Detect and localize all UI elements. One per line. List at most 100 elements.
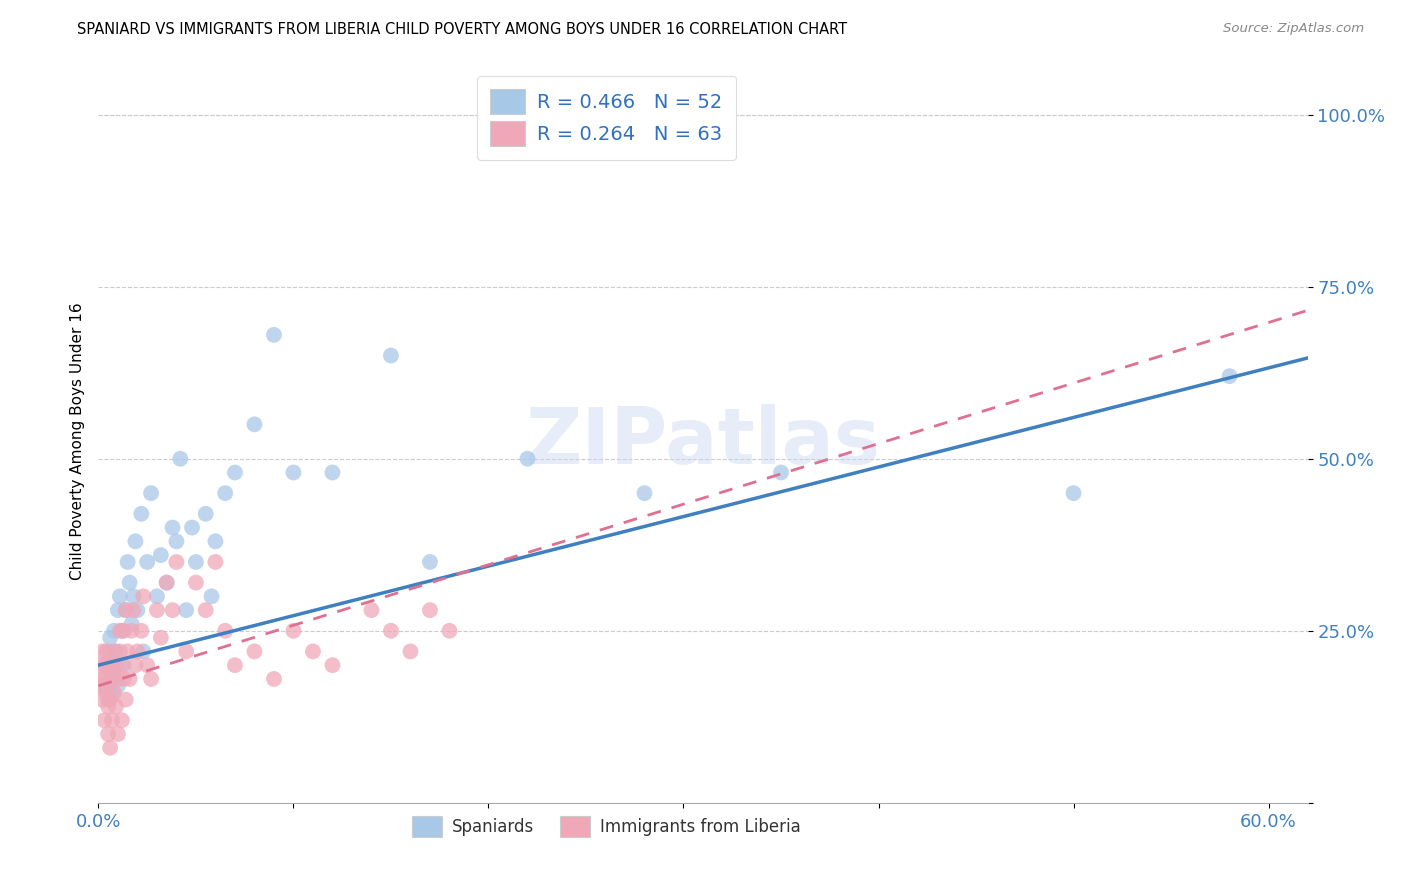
Point: [93, 713, 115, 727]
Point: [131, 624, 153, 638]
Point: [114, 603, 136, 617]
Point: [224, 466, 246, 480]
Point: [263, 672, 285, 686]
Point: [91, 672, 114, 686]
Point: [103, 624, 125, 638]
Point: [101, 686, 124, 700]
Point: [243, 644, 266, 658]
Point: [1063, 486, 1085, 500]
Point: [111, 624, 134, 638]
Point: [98, 692, 121, 706]
Point: [122, 603, 145, 617]
Point: [139, 486, 162, 500]
Point: [108, 590, 131, 604]
Point: [174, 603, 197, 617]
Point: [283, 624, 305, 638]
Point: [103, 644, 125, 658]
Point: [101, 672, 124, 686]
Point: [162, 603, 184, 617]
Point: [112, 624, 135, 638]
Point: [107, 672, 129, 686]
Point: [419, 555, 441, 569]
Point: [97, 644, 120, 658]
Point: [89, 658, 111, 673]
Point: [399, 644, 422, 658]
Point: [1219, 369, 1241, 384]
Point: [107, 727, 129, 741]
Point: [243, 417, 266, 432]
Point: [98, 740, 121, 755]
Point: [516, 451, 538, 466]
Text: ZIPatlas: ZIPatlas: [526, 403, 880, 480]
Text: SPANIARD VS IMMIGRANTS FROM LIBERIA CHILD POVERTY AMONG BOYS UNDER 16 CORRELATIO: SPANIARD VS IMMIGRANTS FROM LIBERIA CHIL…: [77, 22, 848, 37]
Point: [108, 624, 131, 638]
Point: [156, 575, 179, 590]
Point: [136, 555, 159, 569]
Point: [98, 658, 121, 673]
Point: [162, 520, 184, 534]
Point: [107, 603, 129, 617]
Point: [214, 486, 236, 500]
Point: [263, 327, 285, 342]
Point: [419, 603, 441, 617]
Point: [96, 644, 118, 658]
Point: [204, 534, 226, 549]
Point: [127, 644, 149, 658]
Point: [321, 466, 343, 480]
Point: [96, 658, 118, 673]
Point: [127, 603, 149, 617]
Point: [633, 486, 655, 500]
Point: [124, 658, 146, 673]
Point: [104, 658, 127, 673]
Point: [131, 507, 153, 521]
Point: [302, 644, 325, 658]
Point: [104, 699, 127, 714]
Point: [283, 466, 305, 480]
Point: [224, 658, 246, 673]
Point: [118, 575, 141, 590]
Y-axis label: Child Poverty Among Boys Under 16: Child Poverty Among Boys Under 16: [69, 302, 84, 581]
Point: [97, 699, 120, 714]
Point: [194, 507, 217, 521]
Point: [139, 672, 162, 686]
Point: [181, 520, 204, 534]
Point: [769, 466, 792, 480]
Point: [321, 658, 343, 673]
Legend: Spaniards, Immigrants from Liberia: Spaniards, Immigrants from Liberia: [401, 804, 811, 848]
Point: [165, 534, 187, 549]
Point: [184, 575, 207, 590]
Point: [124, 534, 146, 549]
Point: [380, 624, 402, 638]
Point: [93, 672, 115, 686]
Point: [132, 644, 155, 658]
Text: Source: ZipAtlas.com: Source: ZipAtlas.com: [1223, 22, 1364, 36]
Point: [112, 658, 135, 673]
Point: [122, 590, 145, 604]
Point: [174, 644, 197, 658]
Point: [200, 590, 222, 604]
Point: [96, 686, 118, 700]
Point: [98, 672, 121, 686]
Point: [118, 672, 141, 686]
Point: [97, 658, 120, 673]
Point: [121, 616, 143, 631]
Point: [112, 672, 135, 686]
Point: [117, 555, 139, 569]
Point: [111, 713, 134, 727]
Point: [136, 658, 159, 673]
Point: [132, 590, 155, 604]
Point: [107, 679, 129, 693]
Point: [146, 590, 169, 604]
Point: [97, 692, 120, 706]
Point: [214, 624, 236, 638]
Point: [91, 644, 114, 658]
Point: [149, 631, 172, 645]
Point: [93, 658, 115, 673]
Point: [165, 555, 187, 569]
Point: [380, 349, 402, 363]
Point: [117, 644, 139, 658]
Point: [149, 548, 172, 562]
Point: [104, 644, 127, 658]
Point: [111, 658, 134, 673]
Point: [103, 686, 125, 700]
